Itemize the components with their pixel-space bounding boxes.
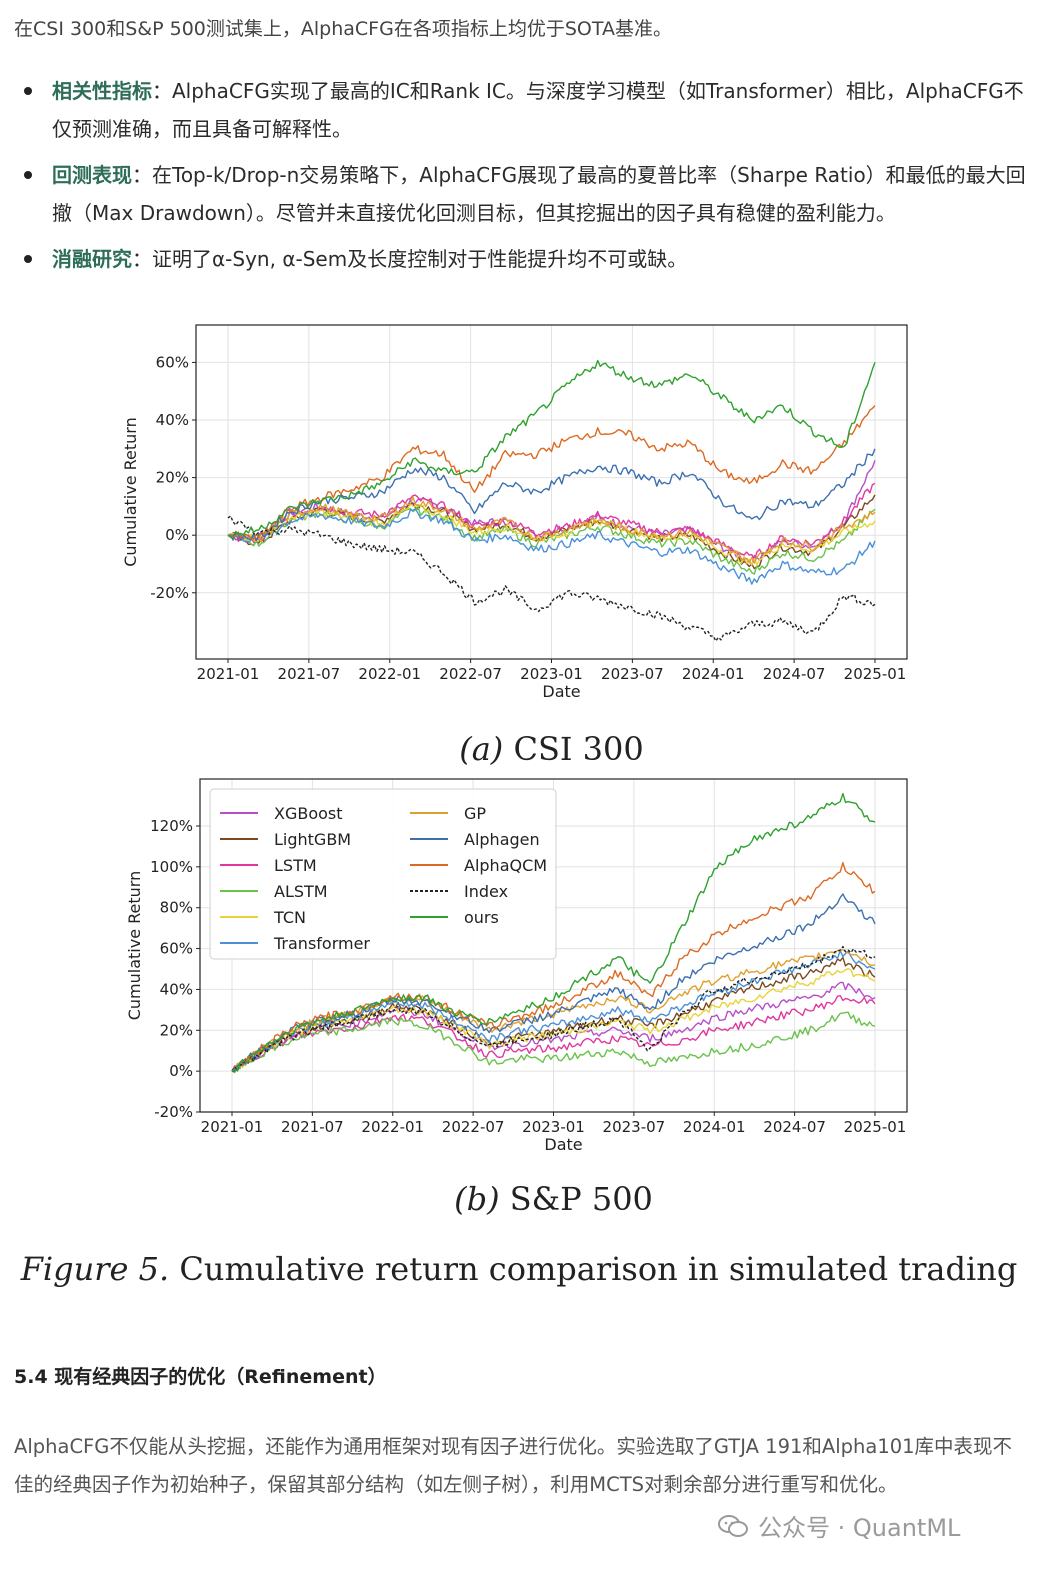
- x-tick-label: 2022-01: [361, 1118, 424, 1136]
- series-line-alphaqcm: [227, 405, 876, 540]
- legend-label: Alphagen: [464, 830, 540, 849]
- section-title: 5.4 现有经典因子的优化（Refinement）: [14, 1366, 387, 1388]
- y-tick-label: -20%: [154, 1103, 193, 1121]
- x-tick-label: 2025-01: [844, 1118, 907, 1136]
- legend-label: Index: [464, 882, 508, 901]
- panel-caption-title: CSI 300: [513, 730, 643, 768]
- x-tick-label: 2024-07: [763, 1118, 826, 1136]
- panel-caption-letter: (b): [454, 1180, 510, 1218]
- x-tick-label: 2024-01: [683, 1118, 746, 1136]
- y-tick-label: 120%: [150, 817, 193, 835]
- x-tick-label: 2021-01: [197, 665, 260, 683]
- plot-frame: [199, 778, 908, 1113]
- bullet-keyword: 相关性指标: [52, 79, 152, 103]
- legend-label: Transformer: [273, 934, 370, 953]
- figure-caption-number: Figure 5.: [20, 1250, 180, 1288]
- x-tick-label: 2024-01: [682, 665, 745, 683]
- list-item: 消融研究：证明了α-Syn, α-Sem及长度控制对于性能提升均不可或缺。: [22, 240, 1027, 278]
- y-tick-label: 40%: [156, 411, 189, 429]
- section-paragraph: AlphaCFG不仅能从头挖掘，还能作为通用框架对现有因子进行优化。实验选取了G…: [14, 1435, 1013, 1496]
- watermark: 公众号 · QuantML: [718, 1508, 960, 1543]
- series-line-gp: [227, 496, 876, 564]
- panel-caption: (a) CSI 300: [459, 730, 644, 768]
- y-tick-label: 40%: [160, 980, 193, 998]
- x-tick-label: 2021-07: [278, 665, 341, 683]
- plot-frame: [195, 324, 908, 660]
- intro-text: 在CSI 300和S&P 500测试集上，AlphaCFG在各项指标上均优于SO…: [14, 18, 672, 40]
- legend-label: TCN: [273, 908, 306, 927]
- legend-label: LSTM: [274, 856, 317, 875]
- y-tick-label: 60%: [156, 353, 189, 371]
- y-tick-label: 60%: [160, 940, 193, 958]
- x-tick-label: 2024-07: [763, 665, 826, 683]
- watermark-text: 公众号 · QuantML: [758, 1514, 961, 1542]
- y-tick-label: 20%: [160, 1021, 193, 1039]
- x-tick-label: 2022-07: [439, 665, 502, 683]
- bullet-icon: [24, 255, 32, 263]
- series-line-alstm: [231, 1011, 876, 1074]
- bullet-text: ：AlphaCFG实现了最高的IC和Rank IC。与深度学习模型（如Trans…: [52, 79, 1024, 141]
- series-line-gp: [231, 949, 876, 1074]
- series-line-alphagen: [231, 893, 876, 1073]
- panel-caption: (b) S&P 500: [454, 1180, 653, 1218]
- x-tick-label: 2023-01: [522, 1118, 585, 1136]
- x-axis-label: Date: [542, 682, 580, 701]
- wechat-icon: [718, 1514, 748, 1537]
- series-line-alphagen: [227, 448, 876, 542]
- x-tick-label: 2021-07: [281, 1118, 344, 1136]
- x-tick-label: 2022-01: [358, 665, 421, 683]
- figure-caption: Figure 5. Cumulative return comparison i…: [20, 1250, 1018, 1288]
- y-tick-label: 0%: [165, 526, 189, 544]
- x-tick-label: 2023-01: [520, 665, 583, 683]
- legend-label: ALSTM: [274, 882, 328, 901]
- legend-label: AlphaQCM: [464, 856, 547, 875]
- bullet-text: ：在Top-k/Drop-n交易策略下，AlphaCFG展现了最高的夏普比率（S…: [52, 163, 1026, 225]
- legend-label: ours: [464, 908, 499, 927]
- figure-5: 2021-01 2021-07 2022-01 2022-07 2023-01 2023-…: [20, 324, 1018, 1288]
- series-line-transformer: [227, 508, 876, 585]
- x-tick-label: 2021-01: [201, 1118, 264, 1136]
- chart-panel-2: 2021-01 2021-07 2022-01 2022-07 2023-01 2023-…: [125, 778, 908, 1218]
- bullet-keyword: 消融研究: [52, 247, 132, 271]
- series-line-lightgbm: [231, 956, 876, 1072]
- y-tick-label: 80%: [160, 899, 193, 917]
- legend-label: XGBoost: [274, 804, 343, 823]
- findings-list: 相关性指标：AlphaCFG实现了最高的IC和Rank IC。与深度学习模型（如…: [22, 72, 1027, 286]
- panel-caption-title: S&P 500: [510, 1180, 653, 1218]
- series-line-index: [227, 515, 876, 642]
- legend-label: GP: [464, 804, 486, 823]
- x-tick-label: 2023-07: [603, 1118, 666, 1136]
- y-tick-label: -20%: [150, 584, 189, 602]
- figure-caption-text: Cumulative return comparison in simulate…: [179, 1250, 1017, 1288]
- legend-box: [209, 788, 557, 960]
- y-axis-label: Cumulative Return: [121, 417, 140, 567]
- series-line-alphaqcm: [231, 862, 876, 1072]
- y-axis-label: Cumulative Return: [125, 871, 144, 1021]
- x-tick-label: 2022-07: [442, 1118, 505, 1136]
- bullet-icon: [24, 171, 32, 179]
- series-line-ours: [227, 359, 876, 538]
- bullet-icon: [24, 87, 32, 95]
- bullet-text: ：证明了α-Syn, α-Sem及长度控制对于性能提升均不可或缺。: [132, 247, 688, 271]
- panel-caption-letter: (a): [459, 730, 513, 768]
- chart-panel-1: 2021-01 2021-07 2022-01 2022-07 2023-01 2023-…: [121, 324, 908, 768]
- x-axis-label: Date: [544, 1135, 582, 1154]
- x-tick-label: 2025-01: [844, 665, 907, 683]
- y-tick-label: 0%: [169, 1062, 193, 1080]
- series-line-index: [231, 945, 876, 1072]
- bullet-keyword: 回测表现: [52, 163, 132, 187]
- y-tick-label: 100%: [150, 858, 193, 876]
- legend-label: LightGBM: [274, 830, 351, 849]
- x-tick-label: 2023-07: [601, 665, 664, 683]
- list-item: 回测表现：在Top-k/Drop-n交易策略下，AlphaCFG展现了最高的夏普…: [22, 156, 1027, 232]
- list-item: 相关性指标：AlphaCFG实现了最高的IC和Rank IC。与深度学习模型（如…: [22, 72, 1027, 148]
- legend: XGBoost LightGBM LSTM ALSTM TCN Transformer GP…: [209, 788, 557, 960]
- series-line-ours: [231, 792, 876, 1072]
- y-tick-label: 20%: [156, 469, 189, 487]
